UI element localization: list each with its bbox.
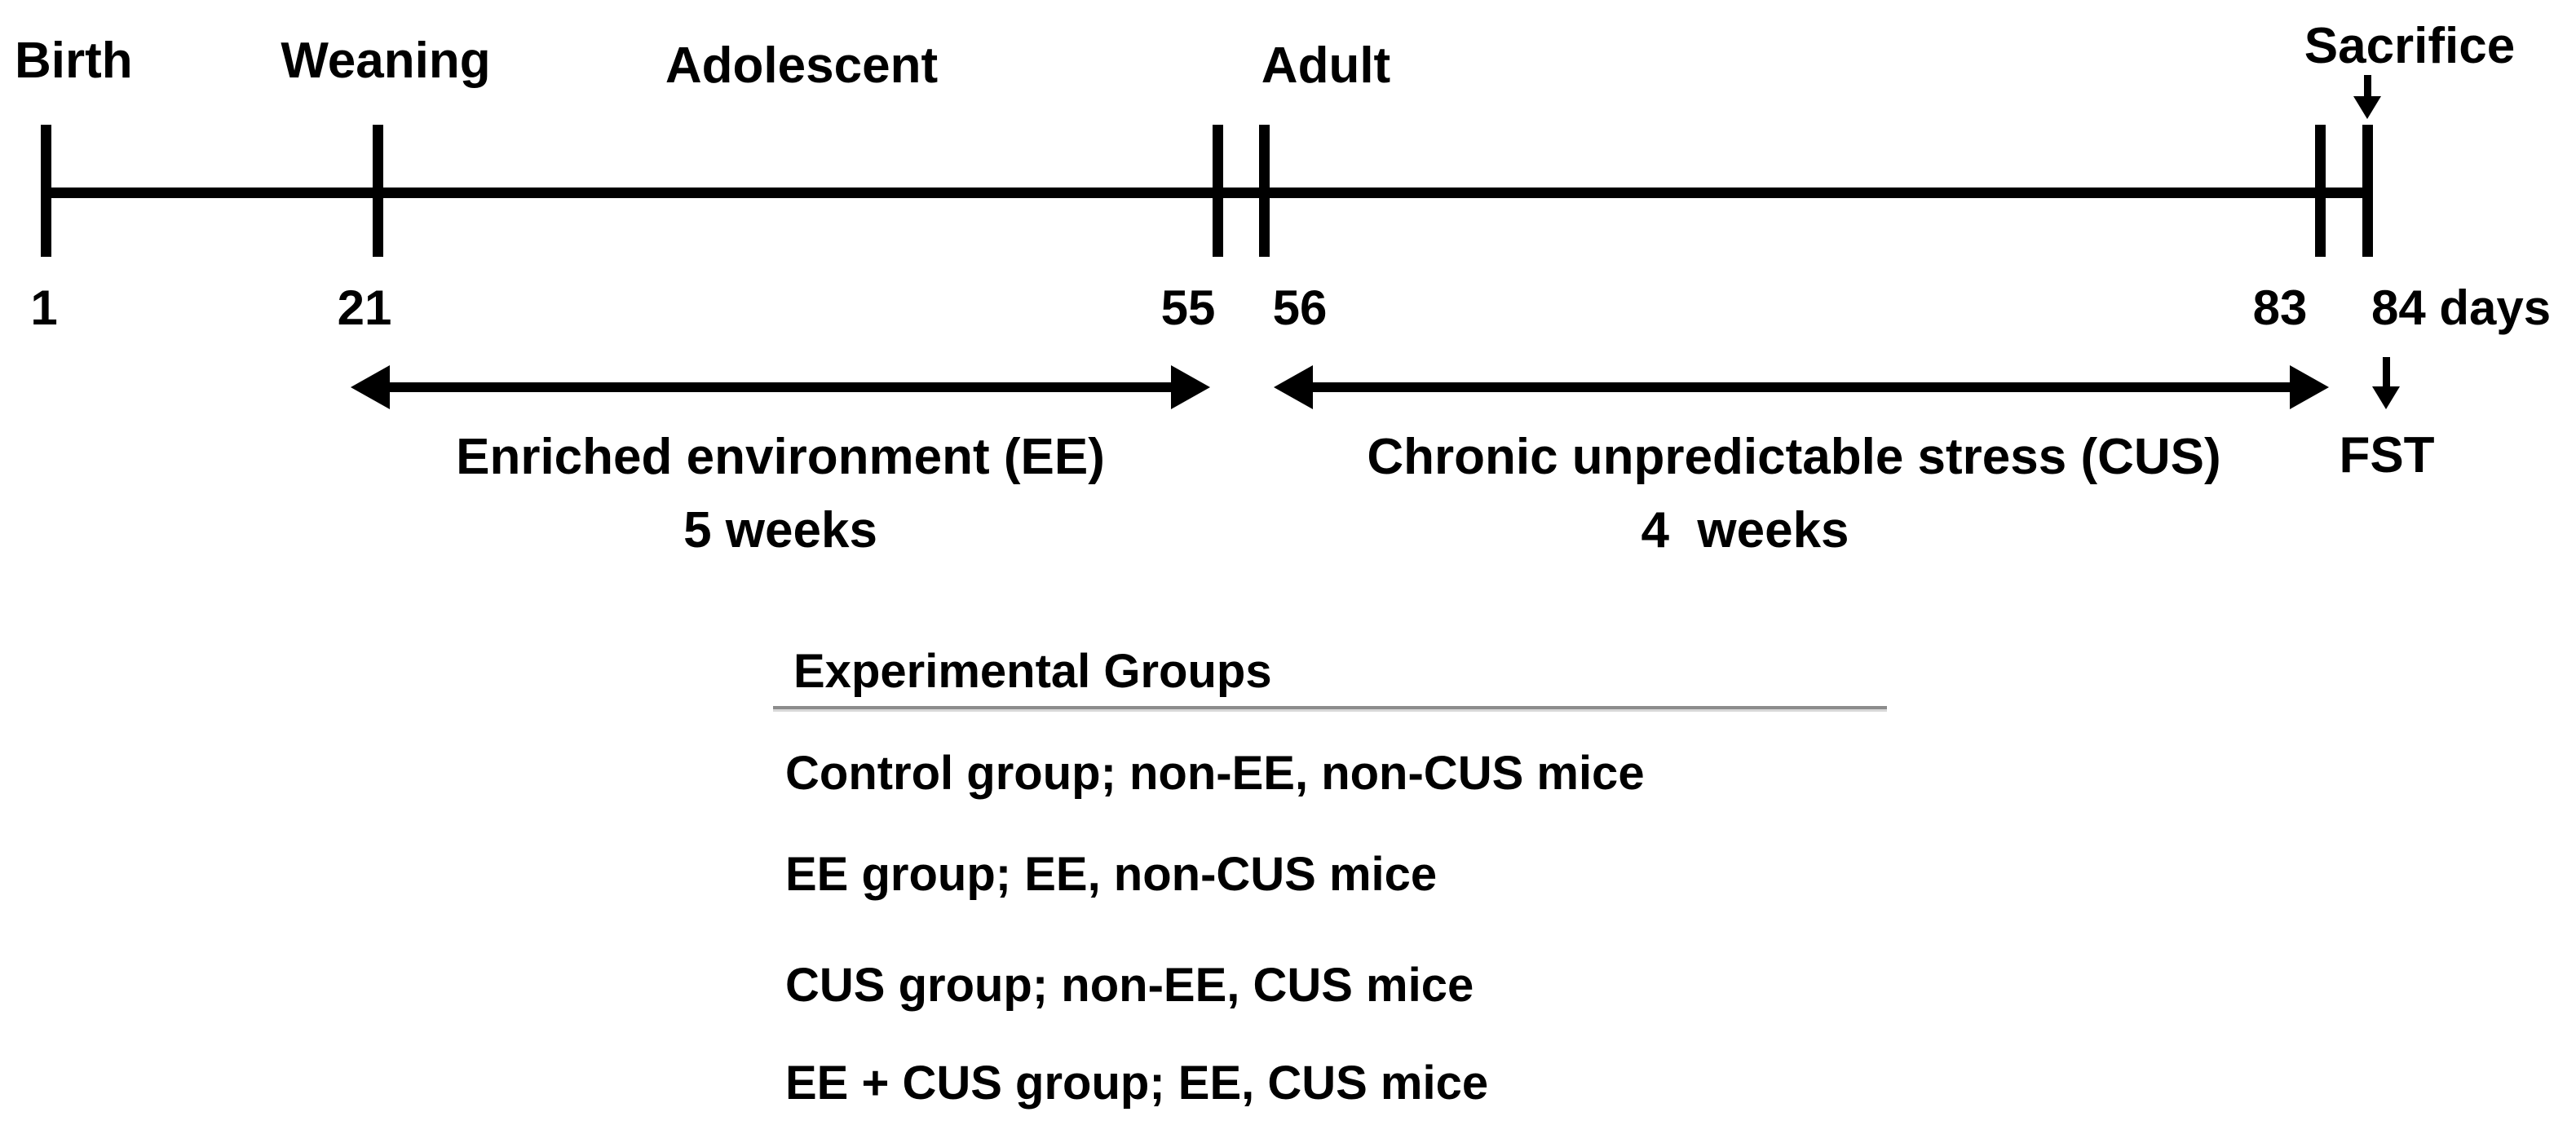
group-item-control: Control group; non-EE, non-CUS mice — [785, 747, 1645, 800]
cus-arrow-right-head-icon — [2290, 365, 2329, 409]
ee-phase-duration: 5 weeks — [683, 502, 877, 558]
group-item-cus: CUS group; non-EE, CUS mice — [785, 959, 1474, 1012]
stage-label-sacrifice: Sacrifice — [2304, 18, 2516, 74]
stage-label-weaning: Weaning — [281, 33, 491, 89]
groups-heading: Experimental Groups — [793, 645, 1272, 698]
tick-day-21 — [373, 125, 383, 257]
group-item-ee: EE group; EE, non-CUS mice — [785, 848, 1438, 901]
stage-label-adolescent: Adolescent — [665, 38, 939, 94]
tick-day-55 — [1213, 125, 1223, 257]
cus-phase-duration: 4 weeks — [1641, 502, 1849, 558]
day-label-56: 56 — [1272, 280, 1328, 335]
group-item-ee-cus: EE + CUS group; EE, CUS mice — [785, 1057, 1489, 1110]
ee-arrow-right-head-icon — [1171, 365, 1210, 409]
tick-day-83 — [2315, 125, 2326, 257]
ee-phase-label: Enriched environment (EE) — [456, 429, 1105, 485]
stage-label-adult: Adult — [1261, 38, 1391, 94]
fst-label: FST — [2339, 427, 2435, 483]
tick-day-84 — [2362, 125, 2373, 257]
day-label-55: 55 — [1160, 280, 1216, 335]
stage-label-birth: Birth — [15, 33, 133, 89]
fst-arrow-shaft — [2383, 357, 2390, 388]
day-label-21: 21 — [337, 280, 392, 335]
ee-arrow-shaft — [383, 382, 1178, 392]
day-label-84-days: 84 days — [2371, 280, 2552, 335]
timeline-axis — [46, 188, 2371, 198]
cus-arrow-shaft — [1306, 382, 2296, 392]
tick-day-56 — [1259, 125, 1270, 257]
tick-day-1 — [41, 125, 51, 257]
day-label-83: 83 — [2252, 280, 2308, 335]
groups-divider — [773, 706, 1887, 709]
fst-arrow-head-icon — [2372, 386, 2400, 409]
sacrifice-arrow-shaft — [2364, 75, 2371, 98]
day-label-1: 1 — [30, 280, 58, 335]
sacrifice-arrow-head-icon — [2353, 96, 2381, 119]
cus-phase-label: Chronic unpredictable stress (CUS) — [1367, 429, 2221, 485]
